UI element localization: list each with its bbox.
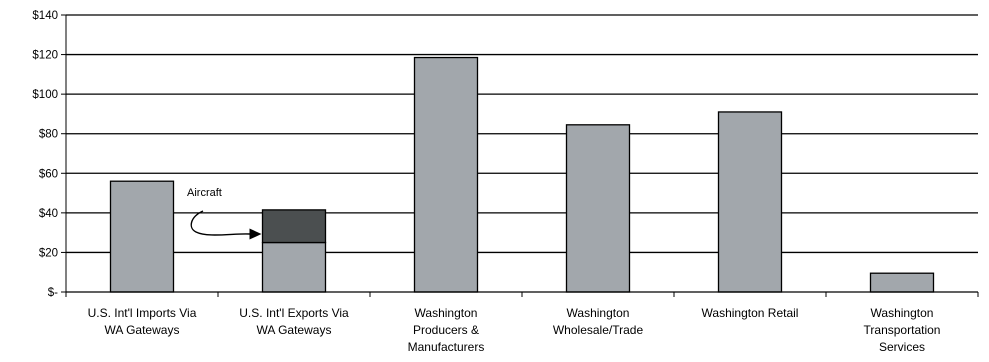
x-category-label-line: Services [879, 340, 925, 354]
x-category-label-line: Washington [871, 306, 934, 320]
bar [109, 180, 175, 293]
y-tick-label: $40 [39, 208, 58, 220]
x-category-label-line: Transportation [864, 323, 941, 337]
x-category-label-line: Producers & [413, 323, 479, 337]
x-category-label-line: U.S. Int'l Exports Via [239, 306, 349, 320]
annotation-arrow-head [249, 228, 262, 240]
bar [261, 241, 327, 293]
bars [109, 56, 935, 293]
y-tick-label: $60 [39, 168, 58, 180]
x-category-label-line: Wholesale/Trade [553, 323, 644, 337]
bar [261, 209, 327, 244]
y-tick-label: $80 [39, 129, 58, 141]
annotation-arrow-line [190, 210, 251, 236]
y-tick-label: $140 [32, 10, 58, 22]
y-tick-label: $20 [39, 247, 58, 259]
y-tick-label: $100 [32, 89, 58, 101]
y-tick-label: $120 [32, 50, 58, 62]
x-category-label: Washington Producers & Manufacturers [408, 306, 485, 354]
y-tick-label: $- [48, 287, 58, 299]
x-category-label-line: WA Gateways [105, 323, 180, 337]
x-category-label: U.S. Int'l Imports Via WA Gateways [88, 306, 197, 337]
bar [869, 272, 935, 293]
x-category-label: U.S. Int'l Exports Via WA Gateways [239, 306, 349, 337]
x-category-label: Washington Wholesale/Trade [553, 306, 644, 337]
annotation-label: Aircraft [187, 187, 222, 199]
bar [413, 56, 479, 293]
x-category-label-line: Washington Retail [702, 306, 799, 320]
x-category-label: Washington Transportation Services [864, 306, 941, 354]
x-category-label-line: Washington [415, 306, 478, 320]
x-category-label: Washington Retail [702, 306, 799, 320]
x-category-label-line: U.S. Int'l Imports Via [88, 306, 197, 320]
x-category-label-line: Washington [567, 306, 630, 320]
x-category-label-line: Manufacturers [408, 340, 485, 354]
aircraft-annotation: Aircraft [187, 187, 262, 240]
x-category-label-line: WA Gateways [257, 323, 332, 337]
gridlines [66, 14, 978, 254]
y-axis: $- $20 $40 $60 $80 $100 $120 $140 [32, 10, 67, 299]
bar [565, 124, 631, 293]
bar [717, 111, 783, 293]
